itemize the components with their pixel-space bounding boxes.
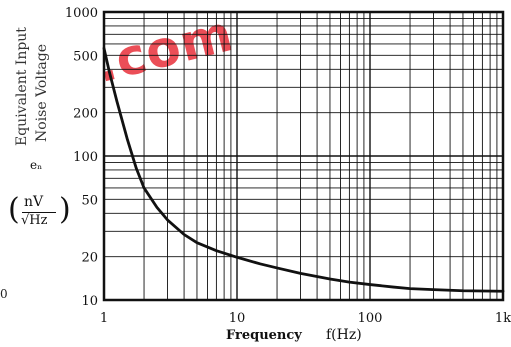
x-axis-label: Frequency bbox=[226, 328, 302, 343]
x-tick-label: 10 bbox=[229, 311, 246, 326]
grid bbox=[103, 12, 503, 301]
y-tick-labels: 10 20 50 100 200 500 1000 bbox=[65, 6, 98, 309]
y-tick-label: 50 bbox=[81, 193, 98, 208]
edge-fragment: 0 bbox=[0, 287, 8, 301]
unit-fraction-bar bbox=[22, 212, 56, 213]
unit-paren-left: ( bbox=[8, 192, 20, 227]
unit-denominator: √Hz bbox=[21, 213, 48, 228]
x-tick-label: 100 bbox=[358, 311, 383, 326]
y-axis-unit: ( nV √Hz ) bbox=[8, 192, 71, 234]
x-tick-label: 1k bbox=[495, 311, 511, 326]
y-axis-symbol: eₙ bbox=[30, 158, 43, 172]
y-tick-label: 20 bbox=[81, 251, 98, 266]
unit-numerator: nV bbox=[24, 194, 44, 210]
noise-curve bbox=[102, 46, 505, 293]
y-tick-label: 100 bbox=[73, 150, 98, 165]
plot-frame bbox=[102, 10, 505, 302]
y-axis-label-line1: Equivalent Input bbox=[14, 27, 30, 146]
x-axis-unit: f(Hz) bbox=[326, 327, 362, 343]
y-tick-label: 500 bbox=[73, 49, 98, 64]
y-tick-label: 1000 bbox=[65, 6, 98, 21]
y-axis-label-line2: Noise Voltage bbox=[34, 43, 50, 142]
y-tick-label: 10 bbox=[81, 294, 98, 309]
x-tick-labels: 1 10 100 1k bbox=[100, 311, 511, 326]
y-tick-label: 200 bbox=[73, 107, 98, 122]
x-tick-label: 1 bbox=[100, 311, 108, 326]
unit-paren-right: ) bbox=[59, 192, 71, 227]
curve-layer bbox=[102, 46, 505, 293]
